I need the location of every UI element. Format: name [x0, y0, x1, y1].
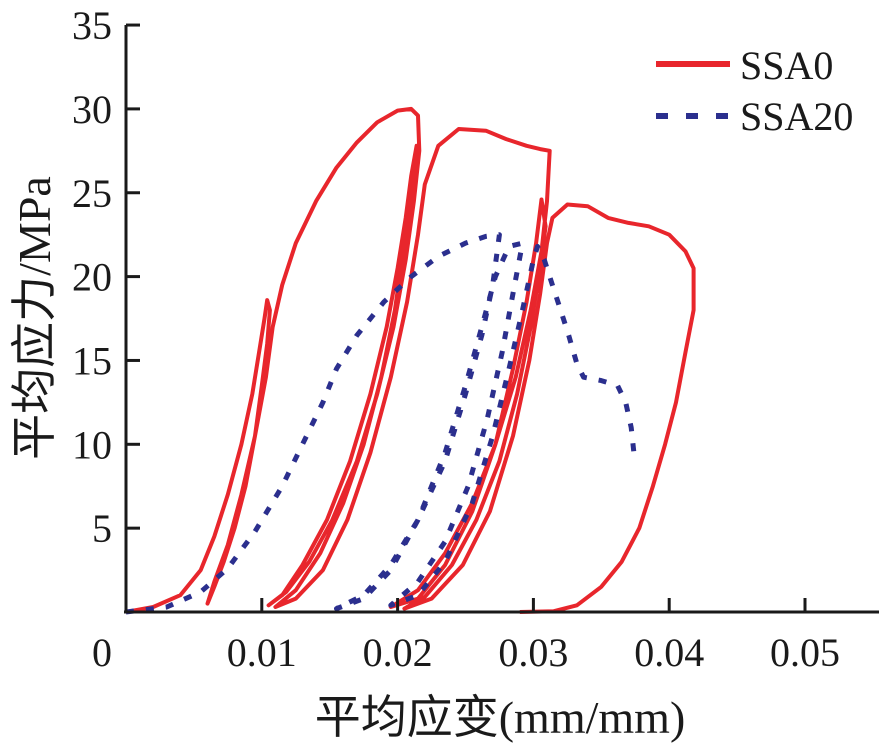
x-tick-label: 0.01: [227, 630, 297, 675]
series-line-ssa20: [125, 232, 638, 615]
x-tick-label: 0.04: [634, 630, 704, 675]
x-tick-label: 0.02: [363, 630, 433, 675]
x-tick-label: 0.03: [498, 630, 568, 675]
series-line-ssa0: [125, 106, 696, 614]
axes: [124, 25, 879, 614]
y-tick-label: 25: [72, 171, 112, 216]
legend-label-ssa20: SSA20: [740, 94, 853, 139]
y-tick-label: 30: [72, 87, 112, 132]
y-tick-label: 35: [72, 3, 112, 48]
x-tick-label: 0.05: [770, 630, 840, 675]
y-axis-title: 平均应力/MPa: [9, 176, 60, 460]
plot-lines: [125, 106, 696, 615]
legend: SSA0 SSA20: [656, 43, 853, 139]
y-tick-label: 5: [92, 506, 112, 551]
x-axis-title: 平均应变(mm/mm): [315, 692, 686, 743]
legend-label-ssa0: SSA0: [740, 43, 833, 88]
y-ticks: 5 10 15 20 25 30 35: [72, 3, 140, 551]
y-tick-label: 10: [72, 422, 112, 467]
y-tick-label: 20: [72, 255, 112, 300]
y-tick-label: 15: [72, 338, 112, 383]
x-tick-label: 0: [92, 630, 112, 675]
x-ticks: 0 0.01 0.02 0.03 0.04 0.05: [92, 598, 840, 675]
